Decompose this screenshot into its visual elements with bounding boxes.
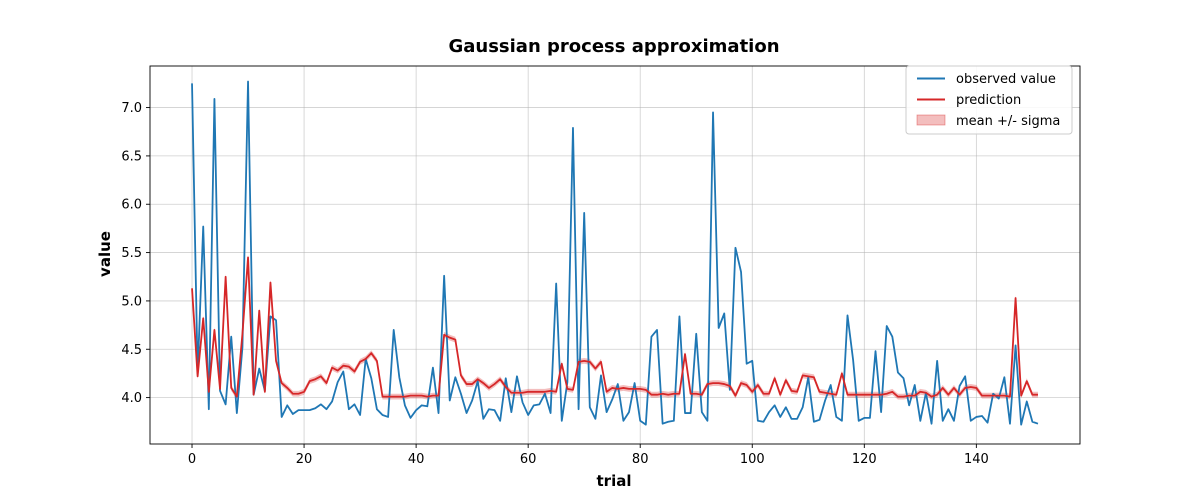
legend-label-band: mean +/- sigma <box>956 114 1060 129</box>
x-tick-label: 80 <box>632 452 649 467</box>
legend-frame <box>905 65 1073 135</box>
y-tick-label: 6.0 <box>121 198 142 213</box>
legend-label-prediction: prediction <box>956 93 1021 108</box>
plot-area-frame <box>149 65 1081 445</box>
y-tick-label: 7.0 <box>121 101 142 116</box>
series-lines <box>191 80 1039 426</box>
y-tick-label: 4.0 <box>121 391 142 406</box>
x-tick-label: 40 <box>408 452 425 467</box>
x-tick-label: 140 <box>964 452 989 467</box>
legend: observed value prediction mean +/- sigma <box>905 65 1073 135</box>
y-axis-label: value <box>96 231 114 277</box>
chart-title: Gaussian process approximation <box>448 36 779 57</box>
y-tick-label: 5.5 <box>121 246 142 261</box>
x-tick-label: 120 <box>852 452 877 467</box>
x-tick-label: 100 <box>740 452 765 467</box>
x-tick-label: 0 <box>188 452 196 467</box>
legend-swatch-band <box>916 114 946 126</box>
prediction-line <box>191 256 1038 398</box>
y-tick-label: 5.0 <box>121 294 142 309</box>
legend-label-observed: observed value <box>956 72 1056 87</box>
x-axis-ticks: 0 20 40 60 80 100 120 140 <box>188 444 989 467</box>
y-axis-ticks: 4.0 4.5 5.0 5.5 6.0 6.5 7.0 <box>121 101 150 406</box>
grid <box>150 66 1080 444</box>
x-axis-label: trial <box>597 472 632 490</box>
x-tick-label: 60 <box>520 452 537 467</box>
x-tick-label: 20 <box>296 452 313 467</box>
y-tick-label: 6.5 <box>121 149 142 164</box>
observed-value-line <box>191 80 1039 426</box>
y-tick-label: 4.5 <box>121 343 142 358</box>
